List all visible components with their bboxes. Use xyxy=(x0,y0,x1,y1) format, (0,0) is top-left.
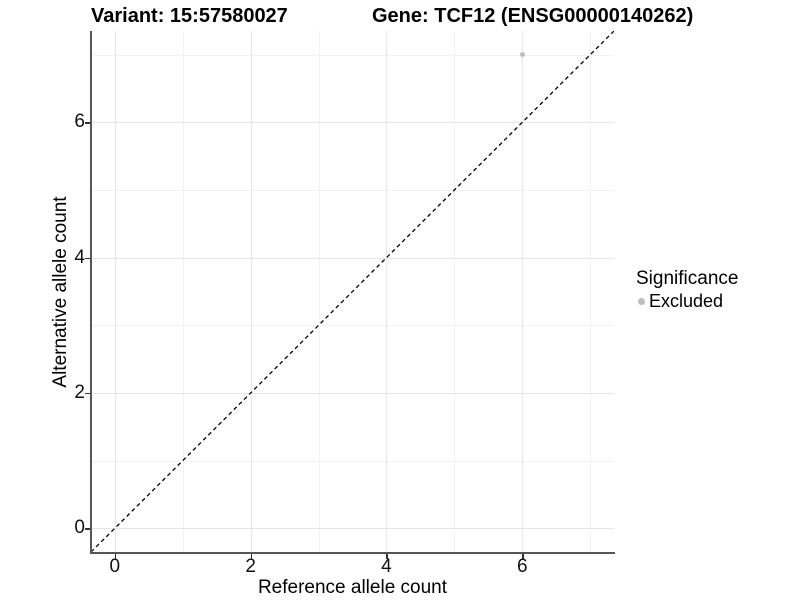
x-tick-mark xyxy=(386,554,388,559)
gridline-y-minor xyxy=(91,54,614,56)
gridline-x-minor xyxy=(590,31,592,552)
y-tick-mark xyxy=(85,257,90,260)
y-tick-mark xyxy=(85,122,90,124)
gridline-x-major xyxy=(250,31,252,552)
gridline-x-major xyxy=(386,31,388,552)
y-tick-mark xyxy=(85,528,90,530)
y-axis-title: Alternative allele count xyxy=(50,196,71,388)
x-axis-line xyxy=(90,552,615,554)
identity-dashed-line xyxy=(91,31,614,552)
y-axis-line xyxy=(90,31,92,554)
gridline-y-minor xyxy=(91,190,614,191)
y-tick-label: 0 xyxy=(74,517,85,539)
x-tick-label: 0 xyxy=(109,556,121,577)
gridline-y-major xyxy=(91,122,614,124)
legend-entry-label: Excluded xyxy=(649,291,724,311)
gridline-y-major xyxy=(91,392,614,394)
gridline-x-major xyxy=(114,31,116,552)
y-tick-mark xyxy=(85,392,90,395)
data-point xyxy=(519,52,525,58)
y-tick-label: 6 xyxy=(74,111,85,133)
x-tick-label: 6 xyxy=(517,556,528,577)
x-tick-mark xyxy=(114,554,117,559)
gridline-y-minor xyxy=(91,325,614,327)
gridline-x-minor xyxy=(182,31,184,552)
legend-point-swatch xyxy=(638,297,645,305)
legend-title: Significance xyxy=(636,268,739,289)
x-tick-label: 2 xyxy=(245,556,256,577)
gridline-x-minor xyxy=(318,31,320,552)
y-tick-label: 2 xyxy=(74,381,85,403)
gridline-x-minor xyxy=(454,31,456,552)
gridline-y-major xyxy=(91,528,614,530)
plot-panel xyxy=(91,31,614,552)
variant-title: Variant: 15:57580027 xyxy=(91,5,288,27)
x-tick-mark xyxy=(250,554,253,559)
x-tick-mark xyxy=(522,554,524,559)
gridline-y-minor xyxy=(91,460,614,462)
gridline-y-major xyxy=(91,257,614,259)
legend: Significance Excluded xyxy=(636,268,786,311)
legend-entry-excluded: Excluded xyxy=(636,291,786,311)
gridline-x-major xyxy=(522,31,524,552)
x-axis-title: Reference allele count xyxy=(257,577,448,598)
y-tick-label: 4 xyxy=(74,246,85,268)
x-tick-label: 4 xyxy=(381,556,392,577)
gene-title: Gene: TCF12 (ENSG00000140262) xyxy=(372,5,694,27)
